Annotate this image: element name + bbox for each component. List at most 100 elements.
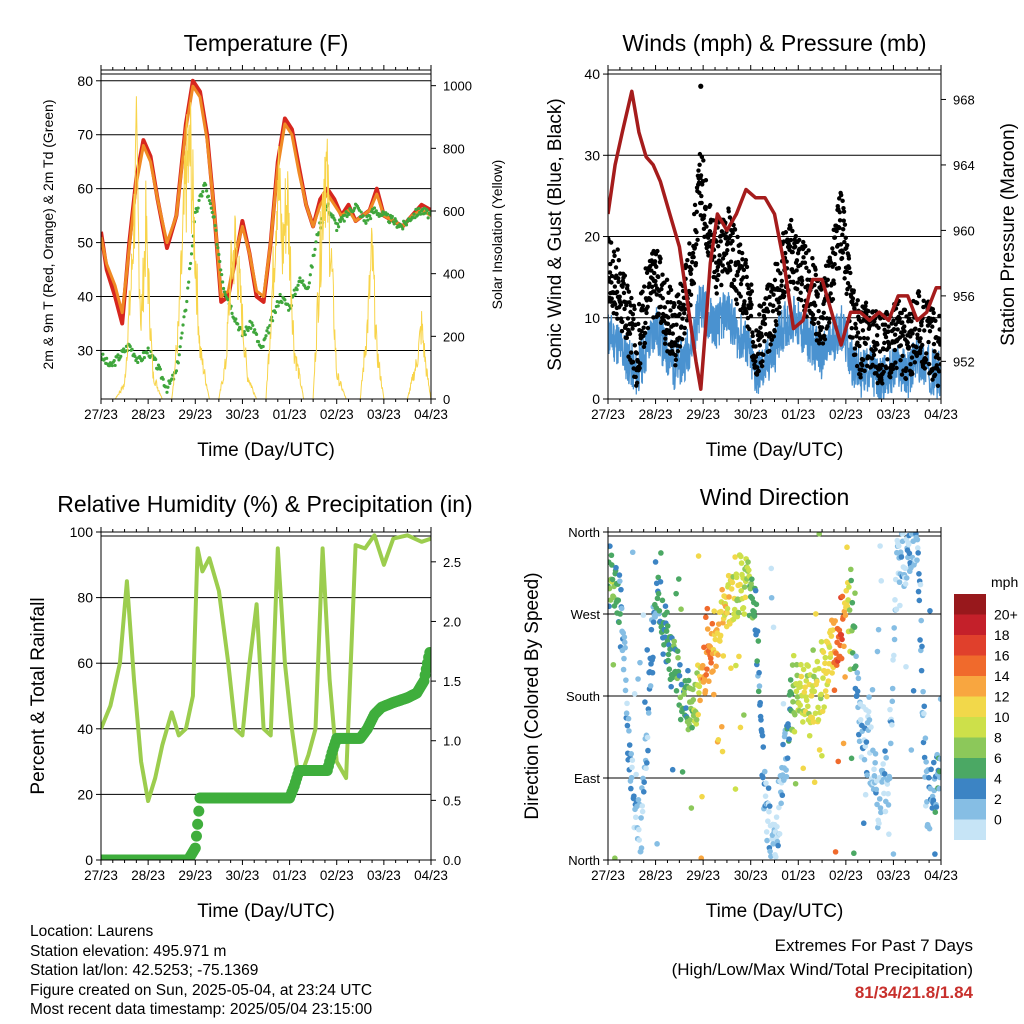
- point-wind-direction: [877, 805, 884, 811]
- point-gust: [631, 316, 636, 322]
- point-wind-direction: [698, 855, 705, 860]
- point-gust: [690, 250, 696, 256]
- colorbar-label: 10: [994, 709, 1010, 725]
- point-wind-direction: [675, 668, 682, 675]
- point-wind-direction: [918, 667, 925, 674]
- point-wind-direction: [816, 532, 823, 537]
- point-wind-direction: [797, 683, 804, 690]
- point-gust: [797, 237, 802, 243]
- point-2m-td: [222, 290, 227, 294]
- point-wind-direction: [659, 597, 666, 604]
- point-wind-direction: [918, 617, 925, 624]
- point-wind-direction: [773, 854, 779, 860]
- point-gust: [891, 318, 896, 323]
- point-wind-direction: [644, 734, 651, 741]
- point-wind-direction: [615, 597, 622, 604]
- point-2m-td: [386, 212, 390, 216]
- point-gust: [692, 202, 698, 208]
- y2-tick-label: 968: [953, 92, 975, 107]
- point-wind-direction: [755, 638, 762, 644]
- point-gust: [915, 332, 920, 337]
- point-2m-td: [266, 326, 270, 330]
- point-wind-direction: [926, 774, 932, 781]
- point-wind-direction: [738, 587, 744, 594]
- point-2m-td: [188, 267, 192, 271]
- point-gust: [762, 321, 768, 327]
- point-gust: [735, 234, 740, 240]
- point-gust: [734, 301, 740, 307]
- point-gust: [830, 296, 836, 302]
- point-wind-direction: [654, 841, 660, 847]
- point-wind-direction: [849, 650, 856, 656]
- point-gust: [926, 361, 932, 367]
- point-gust: [847, 284, 852, 289]
- point-wind-direction: [676, 673, 683, 679]
- point-wind-direction: [815, 717, 822, 723]
- point-gust: [898, 343, 904, 348]
- point-2m-td: [254, 332, 259, 336]
- point-gust: [919, 323, 924, 328]
- point-wind-direction: [872, 759, 878, 766]
- point-gust: [932, 349, 937, 354]
- point-wind-direction: [638, 845, 645, 851]
- point-2m-td: [179, 336, 183, 340]
- point-wind-direction: [775, 842, 781, 849]
- point-gust: [903, 376, 909, 382]
- point-gust: [703, 206, 708, 212]
- point-gust: [938, 342, 941, 347]
- point-gust: [677, 344, 683, 349]
- point-gust: [657, 259, 663, 265]
- point-gust: [762, 316, 767, 321]
- point-wind-direction: [822, 654, 829, 661]
- point-wind-direction: [624, 700, 630, 707]
- point-2m-td: [347, 212, 351, 216]
- point-wind-direction: [783, 773, 790, 780]
- point-2m-td: [181, 323, 185, 327]
- point-gust: [703, 177, 709, 183]
- point-gust: [648, 297, 653, 303]
- point-wind-direction: [872, 750, 879, 757]
- point-2m-td: [425, 208, 429, 213]
- point-wind-direction: [616, 572, 623, 578]
- y-tick-label: 70: [77, 127, 93, 143]
- point-2m-td: [308, 273, 312, 277]
- point-gust: [711, 218, 716, 223]
- x-tick-label: 27/23: [591, 407, 625, 422]
- point-gust: [644, 310, 649, 316]
- data-layer: [608, 83, 941, 399]
- point-wind-direction: [624, 722, 631, 729]
- y2-tick-label: 800: [443, 141, 465, 156]
- point-wind-direction: [921, 754, 928, 761]
- point-gust: [837, 209, 842, 215]
- point-gust: [715, 243, 721, 249]
- point-wind-direction: [666, 666, 673, 673]
- point-peak-gust: [698, 83, 704, 89]
- point-wind-direction: [644, 760, 650, 766]
- point-gust: [935, 352, 940, 357]
- point-gust: [655, 248, 660, 254]
- point-wind-direction: [866, 694, 872, 700]
- point-gust: [738, 281, 744, 287]
- point-gust: [714, 291, 719, 296]
- point-wind-direction: [829, 670, 835, 676]
- point-gust: [694, 209, 699, 214]
- point-wind-direction: [881, 790, 887, 797]
- x-tick-label: 30/23: [734, 868, 768, 883]
- point-gust: [846, 256, 852, 261]
- point-wind-direction: [770, 624, 777, 631]
- point-gust: [645, 304, 650, 309]
- point-wind-direction: [897, 602, 903, 609]
- point-wind-direction: [623, 677, 629, 683]
- point-wind-direction: [695, 553, 702, 559]
- point-wind-direction: [657, 578, 664, 585]
- point-gust: [611, 249, 617, 254]
- point-wind-direction: [801, 689, 808, 696]
- point-wind-direction: [900, 532, 906, 537]
- point-wind-direction: [876, 775, 883, 781]
- point-wind-direction: [765, 818, 771, 824]
- point-wind-direction: [608, 543, 613, 549]
- point-gust: [884, 365, 889, 371]
- point-2m-td: [140, 358, 145, 362]
- point-gust: [922, 366, 928, 371]
- point-gust: [731, 277, 737, 283]
